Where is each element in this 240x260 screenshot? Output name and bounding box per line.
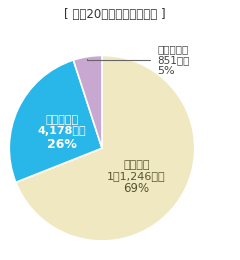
Text: 内水面漁業: 内水面漁業 bbox=[158, 44, 189, 54]
Wedge shape bbox=[9, 60, 102, 182]
Text: 海面漁業: 海面漁業 bbox=[123, 160, 150, 170]
Text: 海面養殖業: 海面養殖業 bbox=[45, 115, 78, 125]
Text: 69%: 69% bbox=[123, 182, 150, 195]
Text: 851億円: 851億円 bbox=[158, 55, 190, 65]
Text: [ 平成20年度の漁業生産額 ]: [ 平成20年度の漁業生産額 ] bbox=[64, 8, 166, 21]
Wedge shape bbox=[16, 55, 195, 241]
Text: 26%: 26% bbox=[47, 138, 77, 151]
Wedge shape bbox=[73, 55, 102, 148]
Text: 5%: 5% bbox=[158, 66, 175, 76]
Text: 1兆1,246億円: 1兆1,246億円 bbox=[107, 171, 166, 181]
Text: 4,178億円: 4,178億円 bbox=[37, 126, 86, 136]
